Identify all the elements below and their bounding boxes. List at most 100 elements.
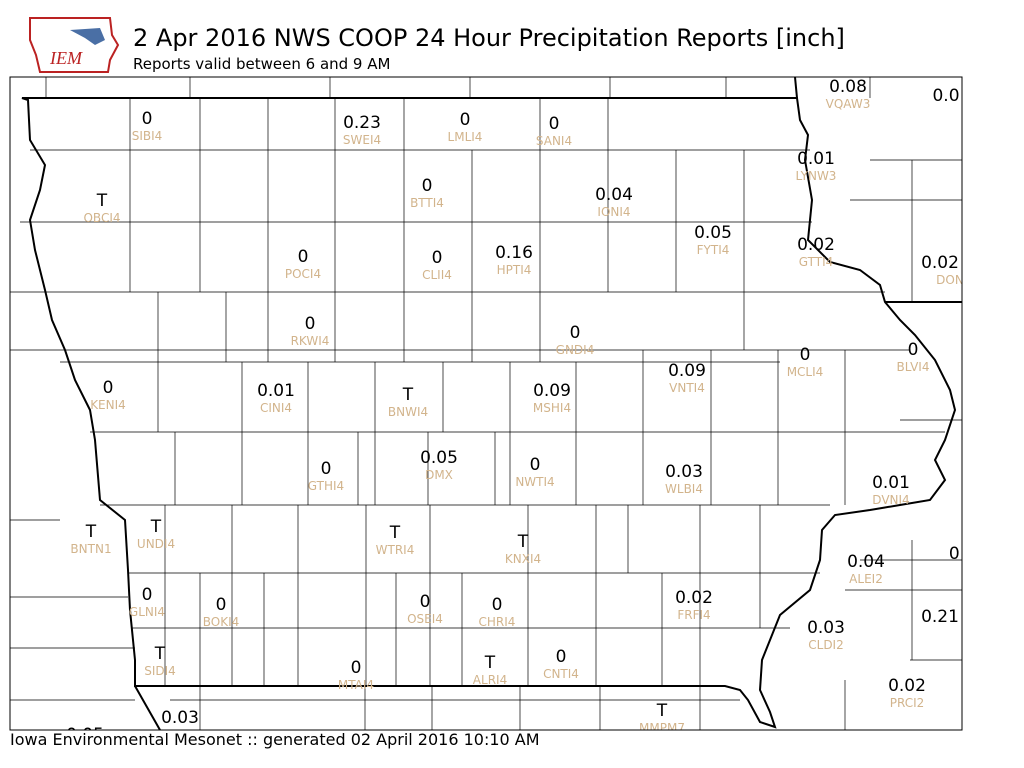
station-id: MTAI4 (338, 678, 374, 692)
precip-amount: T (96, 191, 108, 211)
precip-amount: T (389, 523, 401, 543)
precip-amount: T (402, 385, 414, 405)
precip-amount: 0.05 (420, 448, 458, 468)
precip-amount: 0.0 (932, 86, 959, 106)
precip-amount: 0.01 (257, 381, 295, 401)
precip-amount: T (656, 701, 668, 721)
station-id: SIDI4 (144, 664, 176, 678)
station-id: ALEI2 (849, 572, 883, 586)
station-id: GLNI4 (129, 605, 165, 619)
precip-amount: 0 (800, 345, 811, 365)
precip-amount: 0.16 (495, 243, 533, 263)
precip-amount: 0 (556, 647, 567, 667)
precip-amount: 0.23 (343, 113, 381, 133)
station-id: WTRI4 (376, 543, 415, 557)
station-id: BTTI4 (410, 196, 444, 210)
precip-amount: 0.03 (665, 462, 703, 482)
precip-amount: 0.04 (847, 552, 885, 572)
station-id: GTHI4 (308, 479, 344, 493)
precip-amount: 0 (422, 176, 433, 196)
precip-amount: 0.02 (675, 588, 713, 608)
station-id: MCLI4 (787, 365, 824, 379)
station-id: DMX (425, 468, 453, 482)
precip-amount: 0 (321, 459, 332, 479)
station-id: GNDI4 (556, 343, 595, 357)
station-id: CLDI2 (808, 638, 843, 652)
station-id: SANI4 (536, 134, 572, 148)
station-id: KENI4 (90, 398, 126, 412)
precip-amount: 0.05 (66, 725, 104, 745)
station-id: FRFI4 (677, 608, 710, 622)
station-id: DVNI4 (872, 493, 909, 507)
precip-amount: 0.04 (595, 185, 633, 205)
precip-amount: 0.08 (829, 77, 867, 97)
title: 2 Apr 2016 NWS COOP 24 Hour Precipitatio… (133, 24, 845, 52)
precip-amount: 0 (432, 248, 443, 268)
station-id: BNWI4 (388, 405, 428, 419)
precip-amount: 0 (298, 247, 309, 267)
station-id: FYTI4 (697, 243, 730, 257)
precip-amount: 0 (351, 658, 362, 678)
precip-amount: 0 (549, 114, 560, 134)
station-id: VNTI4 (669, 381, 705, 395)
precip-amount: 0 (492, 595, 503, 615)
precip-amount: 0 (570, 323, 581, 343)
precip-amount: T (150, 517, 162, 537)
station-id: SWEI4 (343, 133, 381, 147)
station-id: MSHI4 (533, 401, 571, 415)
precip-amount: 0.21 (921, 607, 959, 627)
station-id: OSEI4 (407, 612, 443, 626)
station-id: VQAW3 (826, 97, 871, 111)
precip-amount: 0.02 (921, 253, 959, 273)
station-id: WLBI4 (665, 482, 703, 496)
station-id: PRCI2 (890, 696, 925, 710)
station-id: KNXI4 (505, 552, 541, 566)
station-id: OBCI4 (83, 211, 120, 225)
precip-amount: 0 (103, 378, 114, 398)
iowa-border (21, 97, 957, 729)
map-frame (9, 76, 963, 731)
precip-amount: T (517, 532, 529, 552)
precip-amount: 0 (908, 340, 919, 360)
precip-amount: 0.03 (807, 618, 845, 638)
precip-amount: 0.01 (797, 149, 835, 169)
precip-amount: 0 (305, 314, 316, 334)
station-id: IONI4 (597, 205, 630, 219)
precip-amount: 0 (460, 110, 471, 130)
station-id: CLII4 (422, 268, 452, 282)
station-id: SIBI4 (132, 129, 163, 143)
logo-text: IEM (49, 48, 83, 68)
logo-icon (70, 28, 105, 45)
precip-amount: 0. (949, 544, 965, 564)
station-id: RKWI4 (291, 334, 330, 348)
station-id: BOKI4 (203, 615, 240, 629)
station-id: LMLI4 (448, 130, 483, 144)
state-borders (134, 77, 962, 730)
precip-amount: T (484, 653, 496, 673)
station-id: GTTI4 (799, 255, 834, 269)
station-id: ALRI4 (473, 673, 507, 687)
station-id: CINI4 (260, 401, 292, 415)
precip-amount: T (85, 522, 97, 542)
precip-amount: 0.02 (888, 676, 926, 696)
precip-amount: 0 (142, 585, 153, 605)
footer: Iowa Environmental Mesonet :: generated … (10, 730, 540, 749)
station-id: HPTI4 (497, 263, 532, 277)
precip-amount: 0.03 (161, 708, 199, 728)
station-id: MMPM7 (639, 721, 685, 735)
logo: IEM (29, 17, 120, 73)
precip-amount: 0 (216, 595, 227, 615)
precip-amount: 0 (530, 455, 541, 475)
station-id: CHRI4 (479, 615, 516, 629)
subtitle: Reports valid between 6 and 9 AM (133, 55, 390, 73)
station-id: DON (936, 273, 964, 287)
station-id: BLVI4 (897, 360, 930, 374)
precip-amount: 0.01 (872, 473, 910, 493)
precip-amount: 0 (142, 109, 153, 129)
precip-amount: 0 (420, 592, 431, 612)
station-id: POCI4 (285, 267, 321, 281)
station-id: LYNW3 (796, 169, 837, 183)
